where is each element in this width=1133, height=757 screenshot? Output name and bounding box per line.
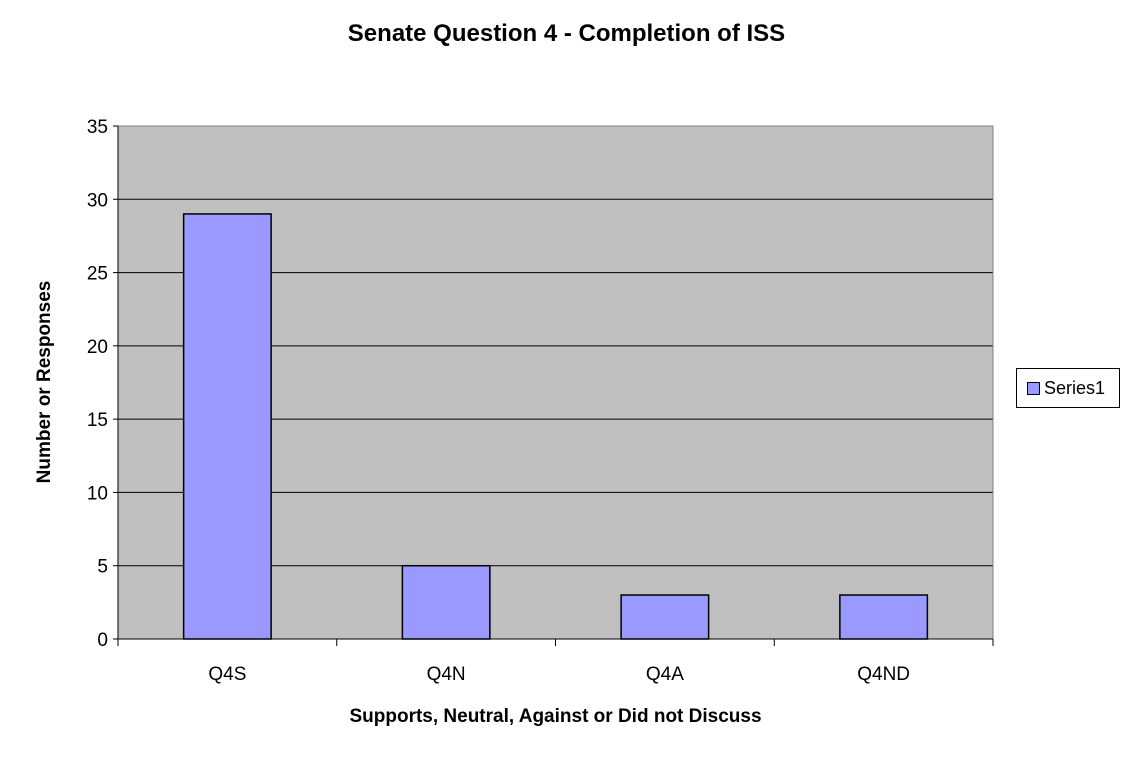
x-tick-label-q4n: Q4N bbox=[427, 664, 466, 685]
legend-swatch bbox=[1027, 381, 1040, 395]
x-tick-label-q4a: Q4A bbox=[646, 664, 684, 685]
y-tick-label-0: 0 bbox=[97, 630, 108, 651]
bar-q4s bbox=[182, 213, 272, 640]
x-tick-label-q4s: Q4S bbox=[208, 664, 246, 685]
legend-label: Series1 bbox=[1044, 377, 1106, 398]
bar-q4a bbox=[620, 594, 710, 640]
y-tick-label-25: 25 bbox=[87, 264, 108, 285]
x-tick-label-q4nd: Q4ND bbox=[857, 664, 910, 685]
x-axis-title: Supports, Neutral, Against or Did not Di… bbox=[349, 706, 762, 727]
bar-q4nd bbox=[839, 594, 929, 640]
plot-layer: 0 5 10 15 20 25 30 35 Q4S Q4N Q4A Q4ND bbox=[87, 117, 994, 685]
y-tick-label-30: 30 bbox=[87, 190, 108, 211]
y-tick-label-20: 20 bbox=[87, 337, 108, 358]
chart-title: Senate Question 4 - Completion of ISS bbox=[347, 20, 786, 47]
y-tick-label-35: 35 bbox=[87, 117, 108, 138]
y-tick-label-5: 5 bbox=[97, 557, 108, 578]
legend: Series1 bbox=[1016, 368, 1120, 408]
bar-q4n bbox=[401, 564, 491, 640]
y-tick-label-15: 15 bbox=[87, 410, 108, 431]
y-axis-title: Number or Responses bbox=[34, 280, 55, 484]
y-tick-label-10: 10 bbox=[87, 483, 108, 504]
